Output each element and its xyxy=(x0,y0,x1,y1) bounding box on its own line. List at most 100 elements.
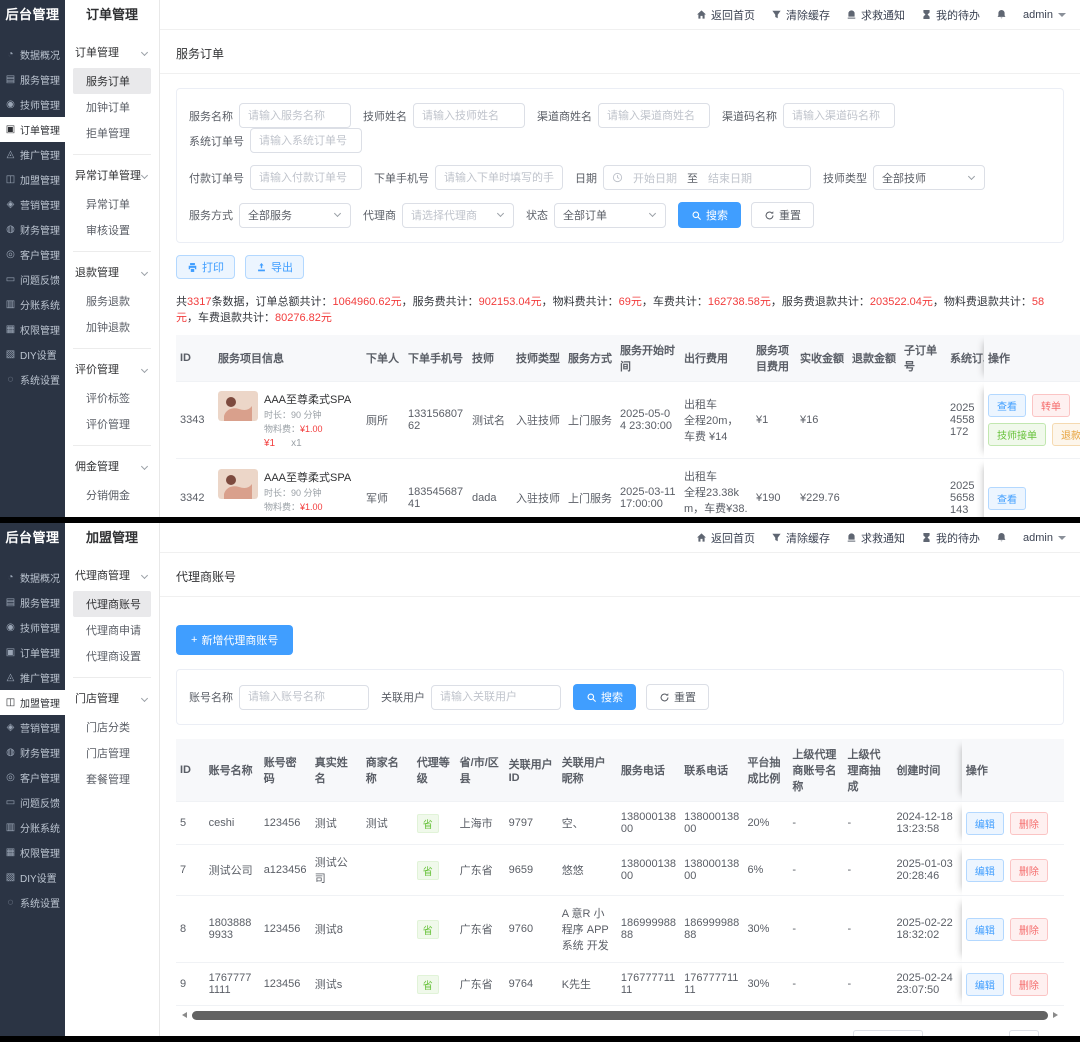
sidebar-item-data-overview[interactable]: ◔ 数据概况 xyxy=(0,565,65,590)
edit-button[interactable]: 编辑 xyxy=(965,972,1004,996)
sidebar-item-service-mgmt[interactable]: ▤ 服务管理 xyxy=(5,597,60,610)
sidebar-item-finance-mgmt[interactable]: ◍ 财务管理 xyxy=(6,224,60,237)
sidebar-item-diy-settings[interactable]: ▧ DIY设置 xyxy=(5,872,57,885)
menu-item-rejected-orders[interactable]: 拒单管理 xyxy=(86,128,130,140)
linked-user-input[interactable] xyxy=(431,684,561,710)
sidebar-item-service-mgmt[interactable]: ▤ 服务管理 xyxy=(5,74,60,87)
reset-button[interactable]: 重置 xyxy=(751,202,814,228)
scrollbar-thumb[interactable] xyxy=(192,1011,1048,1020)
menu-group-abnormal-header[interactable]: 异常订单管理 xyxy=(73,163,151,191)
notification-bell-button[interactable] xyxy=(996,9,1007,20)
menu-item-extend-orders[interactable]: 加钟订单 xyxy=(86,102,130,114)
menu-item-store-mgmt[interactable]: 门店管理 xyxy=(86,748,130,760)
technician-type-select[interactable]: 全部技师 xyxy=(873,165,985,190)
menu-item-service-orders[interactable]: 服务订单 xyxy=(73,68,151,94)
menu-group-commission-header[interactable]: 佣金管理 xyxy=(73,454,151,482)
technician-name-input[interactable] xyxy=(413,103,525,128)
delete-button[interactable]: 删除 xyxy=(1009,917,1048,941)
order-phone-input[interactable] xyxy=(435,165,563,190)
view-button[interactable]: 查看 xyxy=(988,394,1026,417)
prev-page-button[interactable]: ‹ xyxy=(933,1035,937,1036)
menu-item-review-settings[interactable]: 审核设置 xyxy=(86,225,130,237)
sidebar-item-system-settings[interactable]: ◌ 系统设置 xyxy=(0,890,65,915)
sidebar-item-promotion-mgmt[interactable]: ◬ 推广管理 xyxy=(6,149,60,162)
menu-item-store-categories[interactable]: 门店分类 xyxy=(86,722,130,734)
view-button[interactable]: 查看 xyxy=(988,486,1026,510)
sidebar-item-order-mgmt[interactable]: ▣ 订单管理 xyxy=(5,647,60,660)
scroll-left-arrow[interactable] xyxy=(182,1012,187,1018)
menu-item-package-mgmt[interactable]: 套餐管理 xyxy=(86,774,130,786)
menu-group-refunds-header[interactable]: 退款管理 xyxy=(73,260,151,288)
menu-group-orders-header[interactable]: 订单管理 xyxy=(73,40,151,68)
sidebar-item-customer-mgmt[interactable]: ◎ 客户管理 xyxy=(6,249,60,262)
user-menu[interactable]: admin xyxy=(1023,532,1066,544)
reset-button[interactable]: 重置 xyxy=(646,684,709,710)
clear-cache-link[interactable]: 清除缓存 xyxy=(771,530,830,546)
add-agent-account-button[interactable]: + 新增代理商账号 xyxy=(176,625,294,655)
sidebar-item-ledger-system[interactable]: ▥ 分账系统 xyxy=(5,822,60,835)
clear-cache-link[interactable]: 清除缓存 xyxy=(771,7,830,23)
edit-button[interactable]: 编辑 xyxy=(965,858,1004,882)
transfer-order-button[interactable]: 转单 xyxy=(1032,394,1070,417)
menu-group-reviews-header[interactable]: 评价管理 xyxy=(73,357,151,385)
my-todo-link[interactable]: 我的待办 xyxy=(921,7,980,23)
sidebar-item-finance-mgmt[interactable]: ◍ 财务管理 xyxy=(6,747,60,760)
notification-bell-button[interactable] xyxy=(996,532,1007,543)
sidebar-item-customer-mgmt[interactable]: ◎ 客户管理 xyxy=(6,772,60,785)
sidebar-item-technician-mgmt[interactable]: ◉ 技师管理 xyxy=(6,99,60,112)
account-name-input[interactable] xyxy=(239,684,369,710)
agent-select[interactable]: 请选择代理商 xyxy=(402,202,514,228)
sidebar-item-permission-mgmt[interactable]: ▦ 权限管理 xyxy=(5,324,60,337)
menu-group-agents-header[interactable]: 代理商管理 xyxy=(73,563,151,591)
menu-item-agent-accounts[interactable]: 代理商账号 xyxy=(73,591,151,617)
menu-group-stores-header[interactable]: 门店管理 xyxy=(73,686,151,714)
user-menu[interactable]: admin xyxy=(1023,9,1066,21)
sidebar-item-ledger-system[interactable]: ▥ 分账系统 xyxy=(5,299,60,312)
sidebar-item-technician-mgmt[interactable]: ◉ 技师管理 xyxy=(6,622,60,635)
sos-notice-link[interactable]: 求救通知 xyxy=(846,7,905,23)
menu-item-distribution-commission[interactable]: 分销佣金 xyxy=(86,490,130,502)
scroll-right-arrow[interactable] xyxy=(1053,1012,1058,1018)
print-button[interactable]: 打印 xyxy=(176,255,235,279)
sidebar-item-franchise-mgmt[interactable]: ◫ 加盟管理 xyxy=(5,174,60,187)
sos-notice-link[interactable]: 求救通知 xyxy=(846,530,905,546)
menu-item-abnormal-orders[interactable]: 异常订单 xyxy=(86,199,130,211)
back-home-link[interactable]: 返回首页 xyxy=(696,7,755,23)
next-page-button[interactable]: › xyxy=(963,1035,967,1036)
menu-item-review-tags[interactable]: 评价标签 xyxy=(86,393,130,405)
edit-button[interactable]: 编辑 xyxy=(965,811,1004,835)
sidebar-item-system-settings[interactable]: ◌ 系统设置 xyxy=(0,367,65,392)
sidebar-item-permission-mgmt[interactable]: ▦ 权限管理 xyxy=(5,847,60,860)
search-button[interactable]: 搜索 xyxy=(573,684,636,710)
delete-button[interactable]: 删除 xyxy=(1009,972,1048,996)
payment-order-no-input[interactable] xyxy=(250,165,362,190)
menu-item-agent-applications[interactable]: 代理商申请 xyxy=(86,625,141,637)
sidebar-item-feedback[interactable]: ▭ 问题反馈 xyxy=(5,797,60,810)
channel-merchant-input[interactable] xyxy=(598,103,710,128)
service-mode-select[interactable]: 全部服务 xyxy=(239,202,351,228)
my-todo-link[interactable]: 我的待办 xyxy=(921,530,980,546)
service-name-input[interactable] xyxy=(239,103,351,128)
sidebar-item-promotion-mgmt[interactable]: ◬ 推广管理 xyxy=(6,672,60,685)
sidebar-item-marketing-mgmt[interactable]: ◈ 营销管理 xyxy=(6,199,60,212)
menu-item-agent-settings[interactable]: 代理商设置 xyxy=(86,651,141,663)
sidebar-item-marketing-mgmt[interactable]: ◈ 营销管理 xyxy=(6,722,60,735)
page-size-select[interactable]: 10条/页 xyxy=(852,1030,923,1036)
sidebar-item-feedback[interactable]: ▭ 问题反馈 xyxy=(5,274,60,287)
delete-button[interactable]: 删除 xyxy=(1009,858,1048,882)
sidebar-item-order-mgmt[interactable]: ▣ 订单管理 xyxy=(0,117,65,142)
date-range-picker[interactable]: 开始日期 至 结束日期 xyxy=(603,165,811,190)
technician-accept-button[interactable]: 技师接单 xyxy=(988,423,1046,446)
channel-code-input[interactable] xyxy=(783,103,895,128)
menu-item-service-refunds[interactable]: 服务退款 xyxy=(86,296,130,308)
system-order-no-input[interactable] xyxy=(250,128,362,153)
search-button[interactable]: 搜索 xyxy=(678,202,741,228)
horizontal-scrollbar[interactable] xyxy=(182,1011,1058,1020)
menu-item-extend-refunds[interactable]: 加钟退款 xyxy=(86,322,130,334)
edit-button[interactable]: 编辑 xyxy=(965,917,1004,941)
delete-button[interactable]: 删除 xyxy=(1009,811,1048,835)
menu-item-review-mgmt[interactable]: 评价管理 xyxy=(86,419,130,431)
sidebar-item-data-overview[interactable]: ◔ 数据概况 xyxy=(0,42,65,67)
export-button[interactable]: 导出 xyxy=(245,255,304,279)
goto-page-input[interactable] xyxy=(1009,1030,1039,1036)
